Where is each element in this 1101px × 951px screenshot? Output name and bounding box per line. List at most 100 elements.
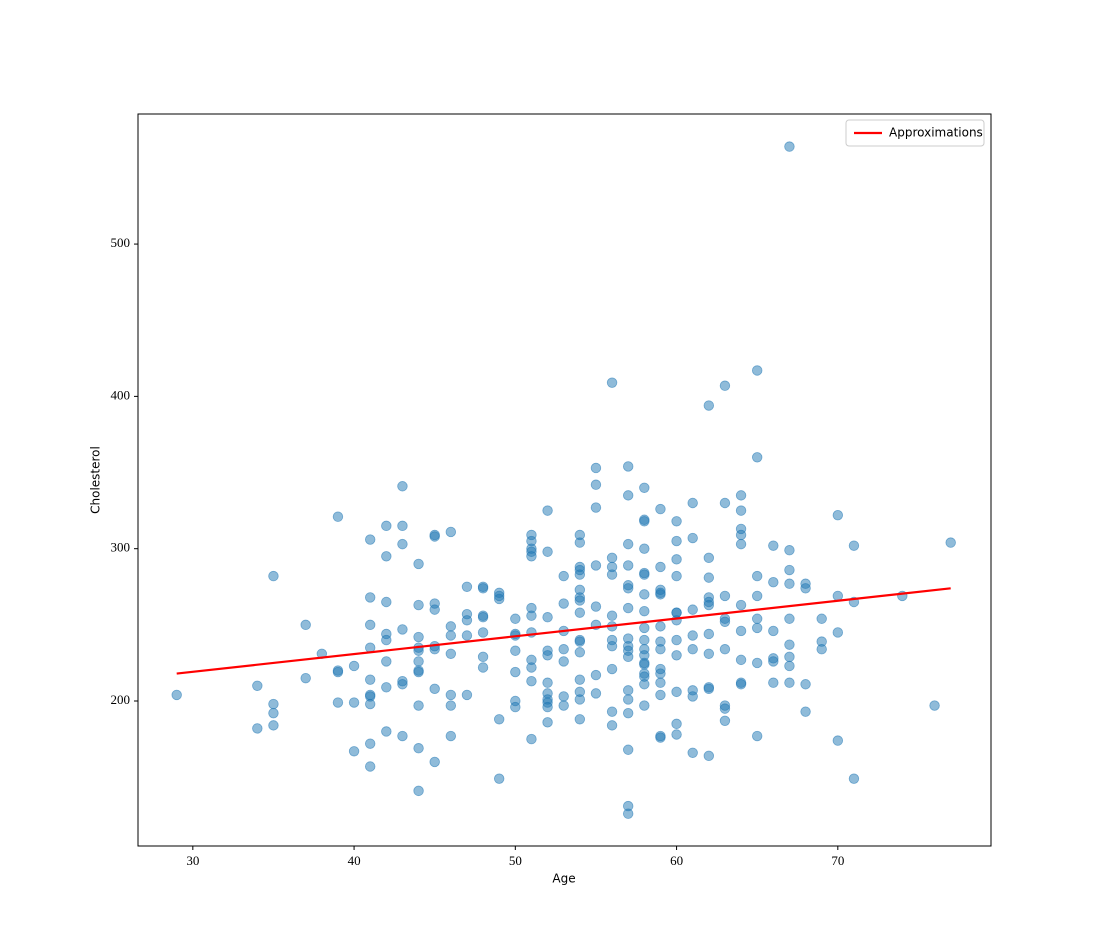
- scatter-point: [542, 505, 553, 516]
- scatter-point: [719, 590, 731, 602]
- x-tick-label: 40: [348, 853, 361, 868]
- scatter-point: [381, 682, 392, 693]
- scatter-point: [622, 490, 634, 501]
- scatter-point: [751, 590, 763, 602]
- scatter-point: [558, 570, 569, 582]
- scatter-point: [526, 551, 537, 562]
- scatter-point: [574, 607, 586, 618]
- scatter-point: [751, 452, 763, 463]
- scatter-point: [639, 700, 650, 711]
- scatter-point: [397, 520, 408, 532]
- scatter-point: [477, 651, 489, 663]
- scatter-point: [381, 551, 392, 562]
- y-axis-label: Cholesterol: [89, 446, 103, 514]
- scatter-point: [800, 583, 811, 594]
- scatter-point: [364, 761, 376, 772]
- scatter-point: [397, 624, 408, 635]
- scatter-point: [445, 630, 457, 641]
- scatter-point: [687, 747, 698, 758]
- scatter-point: [542, 612, 553, 623]
- scatter-point: [622, 808, 634, 819]
- scatter-point: [381, 726, 392, 737]
- scatter-point: [429, 604, 440, 615]
- scatter-point: [381, 520, 392, 532]
- scatter-point: [590, 502, 602, 513]
- x-tick-label: 30: [186, 853, 199, 868]
- scatter-point: [590, 462, 602, 474]
- scatter-point: [526, 662, 537, 673]
- scatter-point: [268, 698, 279, 710]
- scatter-point: [606, 663, 618, 675]
- scatter-point: [590, 479, 602, 490]
- scatter-point: [268, 707, 279, 719]
- scatter-point: [639, 622, 650, 634]
- x-tick-label: 60: [670, 853, 683, 868]
- scatter-point: [364, 534, 376, 545]
- scatter-point: [574, 694, 586, 705]
- scatter-point: [639, 516, 650, 527]
- scatter-point: [526, 610, 537, 621]
- scatter-point: [687, 630, 698, 641]
- scatter-point: [445, 648, 457, 659]
- scatter-point: [397, 538, 408, 550]
- scatter-point: [477, 662, 489, 673]
- scatter-point: [735, 654, 747, 666]
- scatter-point: [639, 659, 650, 670]
- scatter-point: [768, 677, 779, 688]
- scatter-point: [526, 676, 537, 687]
- scatter-point: [719, 644, 731, 655]
- scatter-point: [364, 738, 376, 749]
- scatter-point: [848, 773, 860, 784]
- scatter-point: [622, 538, 634, 550]
- scatter-point: [719, 380, 731, 391]
- scatter-point: [655, 621, 666, 632]
- scatter-point: [558, 656, 569, 667]
- scatter-point: [606, 706, 618, 717]
- scatter-point: [768, 576, 779, 588]
- scatter-point: [735, 679, 747, 690]
- scatter-point: [268, 570, 279, 582]
- scatter-point: [703, 552, 715, 564]
- scatter-point: [751, 730, 763, 742]
- scatter-point: [622, 651, 634, 663]
- scatter-point: [252, 723, 263, 734]
- scatter-point: [445, 621, 457, 632]
- scatter-point: [703, 400, 715, 411]
- y-tick-label: 200: [111, 692, 131, 707]
- scatter-point: [703, 628, 715, 640]
- scatter-point: [606, 569, 618, 580]
- scatter-point: [687, 497, 698, 509]
- legend-box: [845, 119, 985, 147]
- scatter-point: [639, 569, 650, 580]
- scatter-point: [574, 595, 586, 606]
- scatter-point: [639, 543, 650, 554]
- scatter-point: [542, 701, 553, 713]
- scatter-point: [832, 627, 844, 638]
- scatter-point: [590, 669, 602, 681]
- scatter-point: [397, 730, 408, 742]
- scatter-point: [832, 509, 844, 521]
- scatter-point: [671, 718, 682, 730]
- scatter-point: [606, 610, 618, 621]
- scatter-point: [719, 703, 731, 714]
- scatter-point: [542, 717, 553, 728]
- scatter-point: [332, 666, 344, 678]
- y-tick-label: 500: [111, 235, 131, 250]
- plot-frame: [137, 113, 992, 847]
- scatter-point: [655, 589, 666, 600]
- scatter-point: [768, 540, 779, 551]
- scatter-point: [493, 593, 505, 605]
- scatter-point: [606, 377, 618, 388]
- scatter-point: [429, 531, 440, 542]
- scatter-point: [687, 691, 698, 702]
- scatter-point: [622, 744, 634, 755]
- scatter-point: [413, 666, 424, 678]
- scatter-point: [590, 601, 602, 612]
- scatter-point: [639, 482, 650, 493]
- scatter-point: [784, 651, 795, 663]
- scatter-point: [413, 558, 424, 570]
- scatter-point: [477, 627, 489, 638]
- scatter-point: [445, 730, 457, 742]
- scatter-point: [800, 706, 811, 717]
- scatter-point: [832, 735, 844, 746]
